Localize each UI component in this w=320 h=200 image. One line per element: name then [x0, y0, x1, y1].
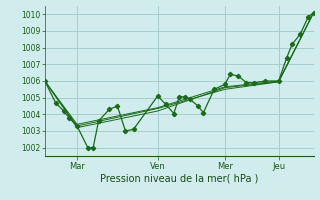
X-axis label: Pression niveau de la mer( hPa ): Pression niveau de la mer( hPa ): [100, 173, 258, 183]
